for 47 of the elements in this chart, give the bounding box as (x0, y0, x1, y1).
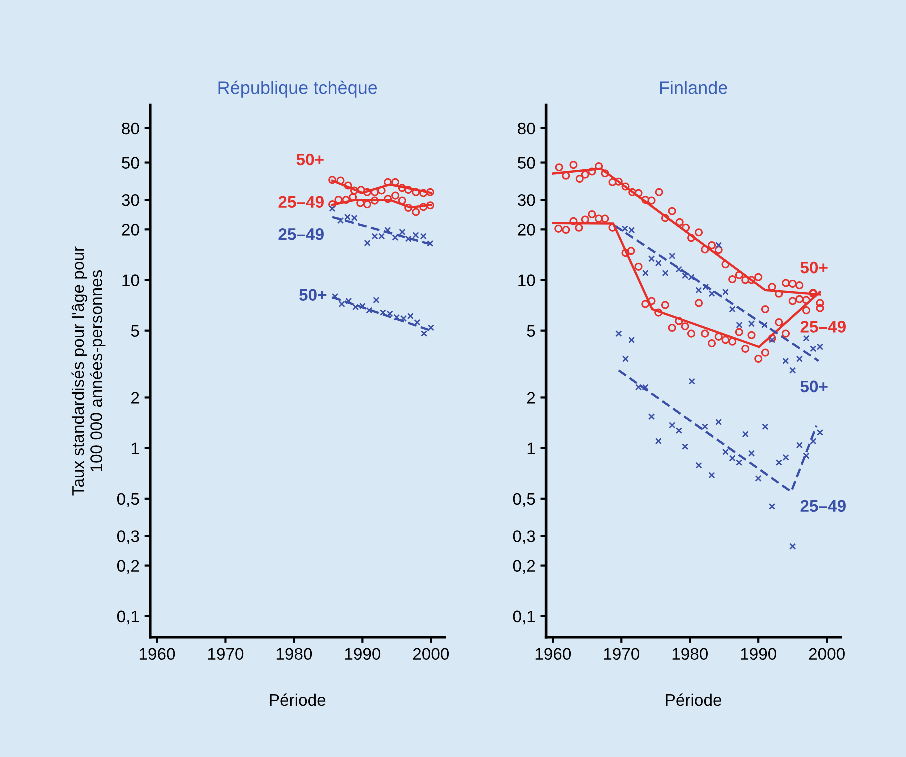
chart-title: Finlande (660, 81, 728, 94)
x-tick-label: 1960 (536, 648, 572, 660)
y-tick-label: 10 (122, 274, 140, 286)
y-tick-label: 50 (518, 157, 536, 169)
x-tick-label: 1990 (741, 648, 776, 660)
y-tick-label: 0,2 (513, 560, 536, 574)
y-axis-title: Taux standardisés pour l'âge pour 100 000 années-personnes (72, 246, 106, 496)
x-tick-label: 1980 (276, 648, 312, 660)
y-tick-label: 10 (518, 274, 536, 286)
x-tick-label: 1960 (140, 648, 176, 660)
y-tick-label: 0,1 (513, 610, 536, 625)
y-tick-label: 5 (131, 325, 140, 338)
x-axis-title: Période (270, 694, 326, 706)
x-tick-label: 1970 (208, 648, 244, 660)
y-tick-label: 2 (132, 392, 140, 404)
y-tick-label: 0,3 (513, 530, 536, 544)
y-tick-label: 30 (122, 194, 140, 206)
x-tick-label: 2000 (413, 648, 450, 660)
x-tick-label: 2000 (809, 648, 845, 660)
y-tick-label: 1 (132, 442, 140, 454)
y-tick-label: 1 (528, 442, 536, 454)
series-label: 50+ (296, 154, 324, 166)
x-tick-label: 1990 (345, 648, 381, 660)
x-tick-label: 1980 (672, 648, 708, 660)
series-label: 25–49 (278, 196, 324, 208)
series-label: 50+ (800, 262, 828, 274)
y-tick-label: 20 (122, 224, 140, 236)
y-tick-label: 30 (518, 194, 536, 206)
y-tick-label: 0,3 (117, 530, 140, 544)
y-tick-label: 50 (122, 157, 140, 169)
x-axis-title: Période (666, 694, 722, 706)
series-label: 25–49 (278, 228, 324, 240)
series-label: 50+ (800, 380, 828, 393)
series-label: 25–49 (800, 500, 846, 512)
y-tick-label: 5 (527, 325, 536, 338)
y-tick-label: 80 (122, 122, 140, 135)
y-tick-label: 0,5 (117, 493, 140, 508)
series-label: 50+ (300, 289, 327, 302)
series-label: 25–49 (800, 321, 846, 333)
y-tick-label: 20 (518, 224, 536, 236)
y-tick-label: 0,2 (117, 560, 140, 574)
chart-title: République tchèque (218, 80, 378, 98)
x-tick-label: 1970 (604, 648, 640, 660)
y-tick-label: 0,1 (117, 610, 140, 625)
y-tick-label: 2 (527, 392, 536, 404)
y-tick-label: 0,5 (513, 493, 536, 508)
y-tick-label: 80 (518, 122, 536, 135)
